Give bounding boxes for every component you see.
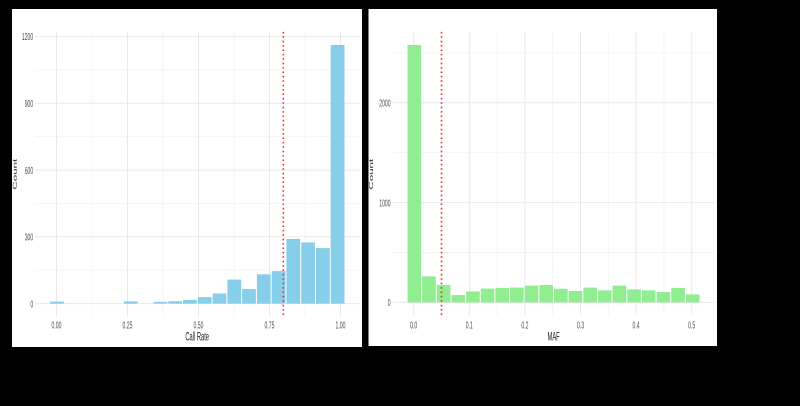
svg-text:600: 600 [25,165,34,176]
svg-text:0.00: 0.00 [52,320,62,331]
svg-text:0.4: 0.4 [633,320,640,331]
svg-text:1000: 1000 [379,197,391,208]
svg-text:Count: Count [12,158,18,189]
svg-text:MAF: MAF [548,330,560,343]
svg-text:0.25: 0.25 [123,320,133,331]
svg-text:0: 0 [388,297,391,308]
svg-text:0.50: 0.50 [194,320,204,331]
svg-text:1.00: 1.00 [336,320,346,331]
svg-text:0.1: 0.1 [466,320,473,331]
svg-text:0.2: 0.2 [521,320,528,331]
svg-text:0.0: 0.0 [410,320,417,331]
svg-text:300: 300 [25,232,34,243]
svg-text:1200: 1200 [22,31,34,42]
svg-text:0.75: 0.75 [265,320,275,331]
svg-text:0.3: 0.3 [577,320,584,331]
svg-text:900: 900 [25,98,34,109]
svg-text:Count: Count [368,158,374,189]
svg-text:0.5: 0.5 [688,320,695,331]
svg-text:2000: 2000 [379,98,391,109]
svg-text:0: 0 [30,298,33,309]
svg-text:Call Rate: Call Rate [185,330,209,343]
